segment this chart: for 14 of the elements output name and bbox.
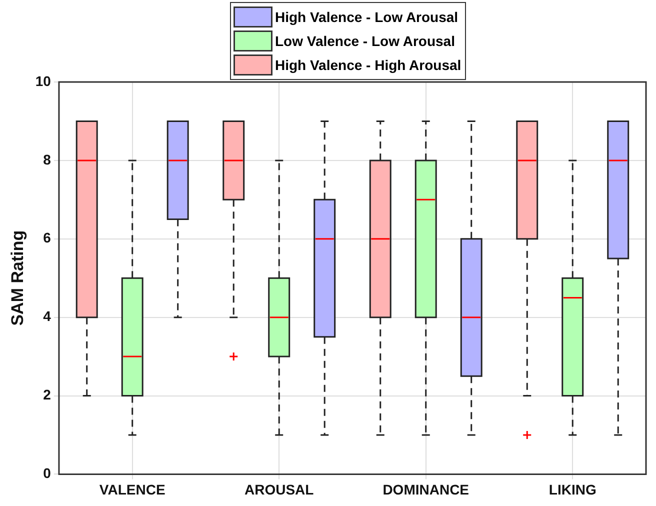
y-tick-label: 4 xyxy=(43,308,52,324)
legend-label: High Valence - High Arousal xyxy=(275,57,462,73)
x-tick-label: VALENCE xyxy=(99,481,166,498)
y-tick-label: 10 xyxy=(35,72,52,89)
y-axis-title: SAM Rating xyxy=(8,230,27,326)
y-tick-label: 2 xyxy=(43,386,52,403)
y-tick-label: 8 xyxy=(43,151,52,168)
x-tick-label: LIKING xyxy=(548,481,596,498)
y-tick-label: 0 xyxy=(43,465,52,482)
x-tick-label: DOMINANCE xyxy=(382,481,470,498)
y-tick-label: 6 xyxy=(43,230,52,246)
x-tick-label: AROUSAL xyxy=(244,481,314,498)
legend-label: High Valence - Low Arousal xyxy=(275,9,458,25)
legend-label: Low Valence - Low Arousal xyxy=(275,33,455,49)
